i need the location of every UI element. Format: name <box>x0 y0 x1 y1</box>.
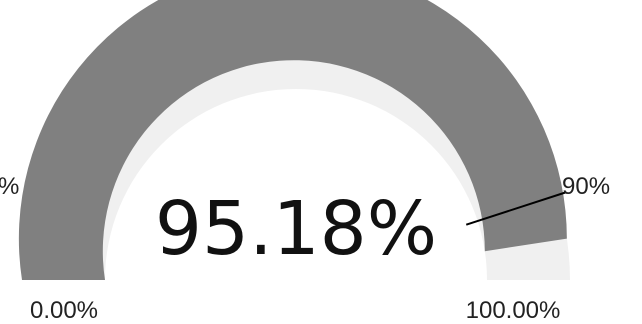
gauge-value-label: 95.18% <box>155 186 437 272</box>
gauge-target-marker <box>465 191 567 226</box>
gauge-target-label: 90% <box>562 173 610 200</box>
gauge-fill <box>18 0 567 280</box>
gauge-max-label: 100.00% <box>466 297 561 324</box>
gauge-min-label: 0.00% <box>30 297 98 324</box>
gauge-left-edge-label: % <box>0 173 19 200</box>
